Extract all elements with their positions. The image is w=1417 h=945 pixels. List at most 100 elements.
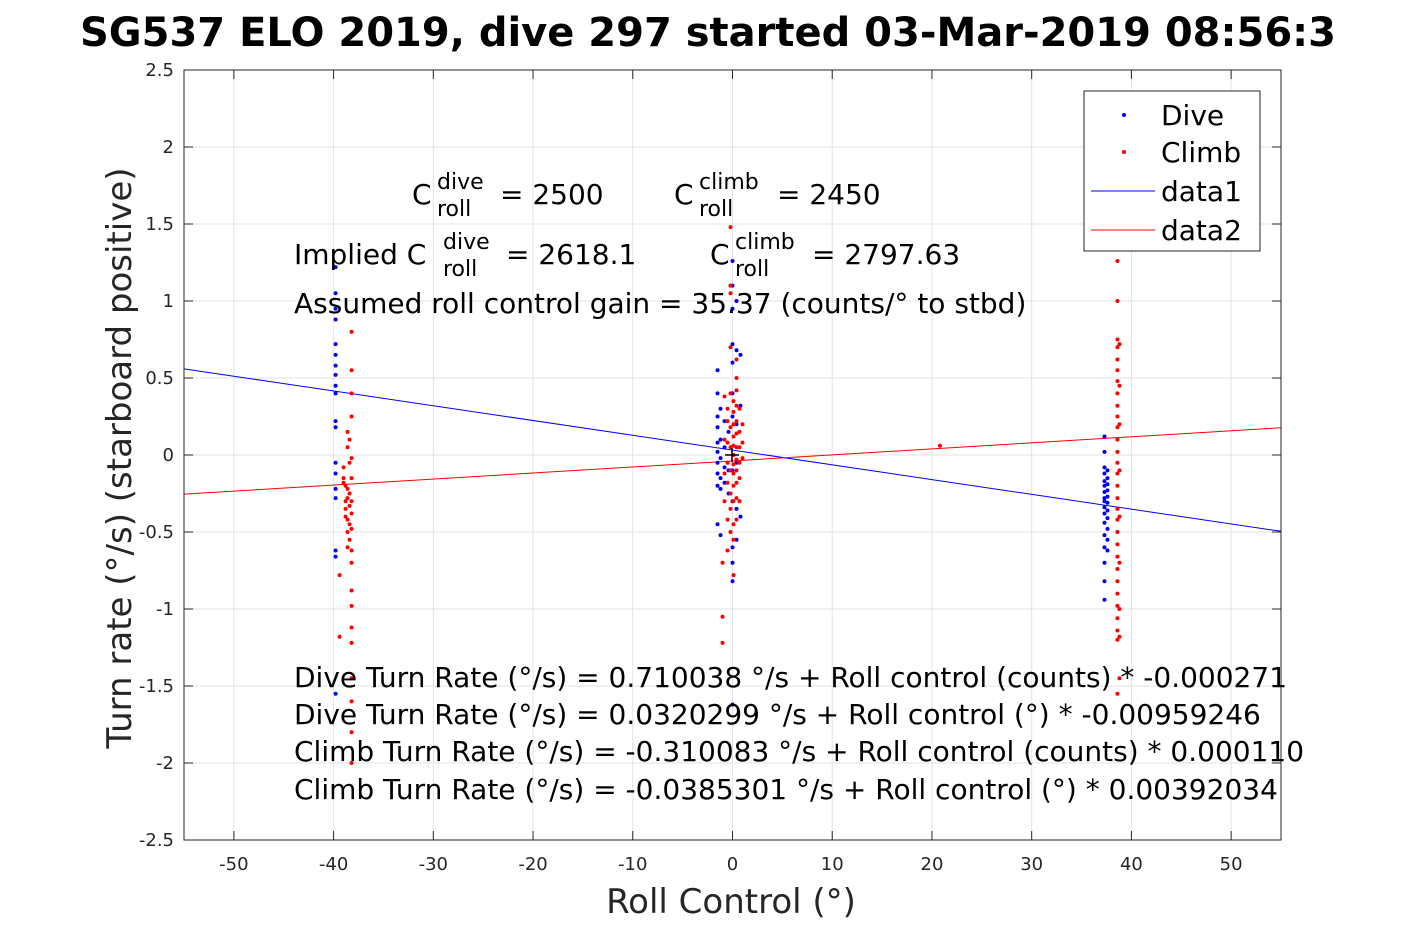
dive-point (1102, 533, 1107, 538)
dive-point (715, 460, 720, 465)
climb-point (341, 465, 346, 470)
y-tick-label: 2.5 (145, 60, 174, 81)
y-tick-label: -1 (156, 599, 174, 620)
climb-point (1115, 691, 1120, 696)
dive-point (333, 471, 338, 476)
climb-point (349, 511, 354, 516)
climb-point (1115, 554, 1120, 559)
y-tick-label: 0.5 (145, 368, 174, 389)
climb-point (343, 506, 348, 511)
climb-point (734, 431, 739, 436)
climb-point (720, 560, 725, 565)
dive-point (1105, 476, 1110, 481)
x-tick-label: -30 (419, 854, 448, 875)
dive-point (715, 391, 720, 396)
climb-point (1115, 542, 1120, 547)
climb-point (343, 499, 348, 504)
dive-point (333, 554, 338, 559)
climb-point (345, 545, 350, 550)
climb-point (1115, 471, 1120, 476)
climb-point (345, 496, 350, 501)
dive-point (333, 460, 338, 465)
climb-point (728, 506, 733, 511)
dive-point (734, 506, 739, 511)
equation-dive-counts: Dive Turn Rate (°/s) = 0.710038 °/s + Ro… (294, 661, 1287, 694)
dive-point (1102, 560, 1107, 565)
climb-point (1115, 368, 1120, 373)
c-dive-superscript: dive (437, 170, 484, 195)
c-dive-value: = 2500 (500, 178, 604, 211)
x-tick-label: 30 (1020, 854, 1043, 875)
climb-point (731, 462, 736, 467)
climb-point (737, 429, 742, 434)
c-dive-subscript: roll (437, 197, 471, 222)
dive-point (715, 471, 720, 476)
climb-point (734, 376, 739, 380)
climb-point (1115, 483, 1120, 488)
equation-climb-degrees: Climb Turn Rate (°/s) = -0.0385301 °/s +… (294, 773, 1278, 806)
dive-point (738, 352, 743, 357)
legend-climb-marker (1122, 150, 1126, 154)
axis-ticks: -50 -40 -30 -20 -10 0 10 20 30 40 50 2.5 2 1.5 1 0.5 0 -0… (139, 60, 1281, 875)
dive-point (333, 391, 338, 396)
dive-point (718, 486, 723, 491)
dive-point (722, 419, 727, 424)
x-tick-label: 40 (1120, 854, 1143, 875)
climb-point (725, 419, 730, 424)
dive-point (1105, 494, 1110, 499)
dive-point (1105, 516, 1110, 521)
climb-point (345, 530, 350, 534)
climb-point (720, 614, 725, 619)
climb-point (1115, 637, 1120, 642)
dive-point (734, 422, 739, 427)
dive-point (715, 414, 720, 419)
dive-point (715, 425, 720, 430)
c-dive-symbol: C (412, 178, 432, 211)
c-climb-subscript: roll (699, 197, 733, 222)
dive-point (718, 456, 723, 461)
climb-point (1115, 299, 1120, 303)
dive-point (718, 406, 723, 411)
climb-point (725, 406, 730, 411)
climb-point (725, 548, 730, 553)
climb-point (1115, 517, 1120, 522)
x-tick-label: 0 (727, 854, 738, 875)
implied-c-climb-subscript: roll (735, 257, 769, 282)
dive-point (738, 403, 743, 408)
dive-point (715, 522, 720, 527)
climb-point (1115, 449, 1120, 454)
climb-point (740, 456, 745, 461)
climb-point (728, 291, 733, 296)
dive-point (333, 363, 338, 368)
x-tick-label: -40 (319, 854, 348, 875)
climb-point (1115, 357, 1120, 362)
dive-point (726, 429, 731, 434)
climb-point (728, 283, 733, 288)
climb-point (1115, 591, 1120, 596)
implied-c-climb-value: = 2797.63 (812, 238, 960, 271)
dive-point (333, 306, 338, 311)
y-tick-label: -1.5 (139, 676, 174, 697)
x-tick-label: -50 (219, 854, 248, 875)
climb-point (734, 388, 739, 393)
climb-point (347, 537, 352, 542)
climb-point (341, 480, 346, 485)
dive-point (333, 548, 338, 553)
climb-point (1115, 379, 1120, 384)
climb-point (349, 588, 354, 593)
equation-climb-counts: Climb Turn Rate (°/s) = -0.310083 °/s + … (294, 735, 1304, 768)
climb-point (937, 443, 942, 448)
climb-point (343, 483, 348, 488)
dive-point (715, 440, 720, 445)
climb-point (731, 537, 736, 542)
dive-point (730, 360, 735, 365)
climb-point (349, 761, 354, 765)
climb-point (731, 422, 736, 427)
climb-point (337, 634, 342, 639)
climb-point (1115, 425, 1120, 430)
dive-point (333, 342, 338, 347)
climb-point (349, 676, 354, 681)
climb-point (1115, 345, 1120, 350)
dive-point (1105, 508, 1110, 513)
